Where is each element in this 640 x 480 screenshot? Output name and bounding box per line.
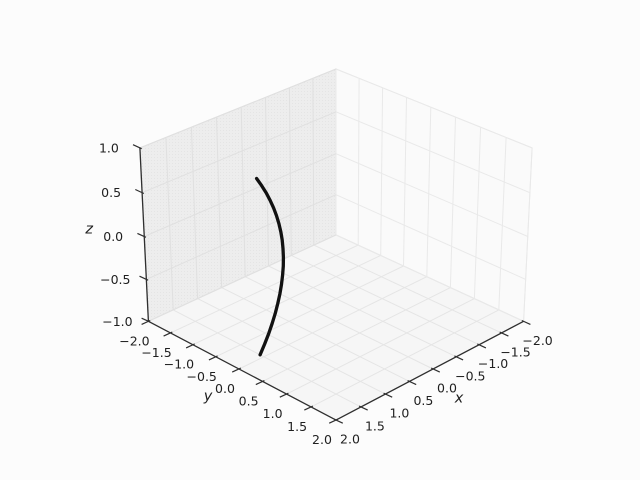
z-axis-tick-mark bbox=[141, 317, 151, 323]
grid-line-right-wall bbox=[335, 194, 526, 280]
x-axis-tick-mark bbox=[477, 343, 487, 349]
grid-line-floor bbox=[286, 298, 475, 395]
grid-line-right-wall bbox=[473, 127, 482, 299]
grid-line-floor bbox=[244, 276, 434, 370]
grid-line-left-wall bbox=[165, 137, 174, 310]
y-axis-tick-label: 0.5 bbox=[239, 393, 259, 408]
grid-line-floor bbox=[192, 254, 381, 346]
x-axis-tick-mark bbox=[521, 319, 531, 325]
y-axis-tick-label: 0.0 bbox=[215, 381, 235, 396]
y-axis-tick-label: 2.0 bbox=[312, 432, 332, 447]
grid-line-left-wall bbox=[240, 107, 246, 277]
grid-line-left-wall bbox=[148, 234, 337, 322]
grid-line-right-wall bbox=[335, 111, 531, 194]
grid-line-floor bbox=[262, 287, 451, 382]
grid-line-floor bbox=[238, 276, 428, 370]
grid-line-floor bbox=[172, 309, 362, 408]
x-axis-tick-mark bbox=[358, 405, 368, 411]
y-axis-label: y bbox=[203, 389, 213, 405]
z-axis-tick-label: −0.5 bbox=[100, 272, 130, 287]
grid-line-floor bbox=[291, 254, 480, 346]
grid-line-left-wall bbox=[144, 153, 337, 237]
x-axis-tick-mark bbox=[499, 331, 509, 337]
x-axis-tick-label: 1.5 bbox=[365, 418, 385, 433]
y-axis-tick-label: −1.0 bbox=[164, 357, 194, 372]
grid-line-right-wall bbox=[523, 147, 533, 322]
z-axis-tick-label: 1.0 bbox=[99, 140, 119, 155]
grid-line-right-wall bbox=[449, 116, 456, 288]
grid-line-floor bbox=[268, 265, 457, 358]
y-axis-tick-label: −1.5 bbox=[141, 345, 171, 360]
x-axis-tick-label: 0.5 bbox=[413, 393, 433, 408]
x-axis-tick-label: −1.0 bbox=[478, 356, 508, 371]
z-axis-tick-label: 0.5 bbox=[101, 185, 121, 200]
curve-line bbox=[254, 176, 286, 357]
y-axis-tick-mark bbox=[231, 367, 242, 373]
z-axis-tick-label: 0.0 bbox=[103, 229, 123, 244]
y-axis-tick-label: 1.0 bbox=[263, 406, 283, 421]
y-axis-tick-mark bbox=[255, 380, 265, 386]
x-axis-tick-label: −0.5 bbox=[455, 368, 485, 383]
grid-line-right-wall bbox=[426, 107, 432, 277]
grid-line-left-wall bbox=[216, 116, 223, 288]
grid-line-left-wall bbox=[146, 194, 337, 280]
z-axis-tick-mark bbox=[139, 275, 149, 281]
grid-line-floor bbox=[197, 298, 386, 395]
grid-line-right-wall bbox=[498, 137, 507, 310]
grid-line-floor bbox=[215, 265, 404, 358]
x-axis-tick-mark bbox=[430, 367, 441, 373]
z-axis-line bbox=[139, 147, 150, 322]
grid-line-left-wall bbox=[139, 68, 337, 149]
x-axis-tick-label: 1.0 bbox=[389, 406, 409, 421]
grid-line-right-wall bbox=[335, 153, 528, 237]
y-axis-tick-mark bbox=[185, 343, 195, 349]
grid-line-left-wall bbox=[288, 87, 292, 256]
x-axis-tick-mark bbox=[454, 355, 464, 361]
x-axis-tick-mark bbox=[407, 380, 417, 386]
x-axis-tick-label: −2.0 bbox=[522, 333, 552, 348]
grid-line-right-wall bbox=[335, 234, 524, 322]
y-axis-tick-label: −2.0 bbox=[119, 333, 149, 348]
x-axis-line bbox=[335, 320, 524, 421]
z-axis-tick-mark bbox=[137, 232, 147, 238]
z-axis-tick-mark bbox=[135, 188, 145, 195]
x-axis-tick-label: 2.0 bbox=[340, 432, 360, 447]
grid-line-floor bbox=[170, 244, 359, 334]
grid-line-floor bbox=[221, 287, 410, 382]
y-axis-tick-mark bbox=[304, 405, 314, 411]
grid-line-floor bbox=[313, 244, 502, 334]
x-axis-tick-mark bbox=[383, 392, 393, 398]
grid-line-left-wall bbox=[312, 78, 315, 246]
y-axis-tick-mark bbox=[279, 392, 289, 398]
grid-line-left-wall bbox=[265, 97, 269, 267]
grid-line-left-wall bbox=[190, 127, 199, 299]
z-axis-tick-label: −1.0 bbox=[102, 314, 132, 329]
grid-line-right-wall bbox=[357, 78, 360, 246]
x-axis-tick-label: −1.5 bbox=[500, 344, 530, 359]
y-axis-tick-label: −0.5 bbox=[187, 369, 217, 384]
y-axis-tick-mark bbox=[163, 331, 173, 337]
z-axis-label: z bbox=[84, 222, 93, 238]
grid-line-floor bbox=[310, 309, 500, 408]
z-axis-tick-mark bbox=[132, 144, 142, 150]
y-axis-line bbox=[148, 320, 337, 421]
grid-line-left-wall bbox=[141, 111, 337, 194]
x-axis-label: x bbox=[454, 391, 464, 407]
y-axis-tick-mark bbox=[208, 355, 218, 361]
y-axis-tick-mark bbox=[328, 418, 339, 424]
x-axis-tick-label: 0.0 bbox=[437, 381, 457, 396]
grid-line-right-wall bbox=[403, 97, 407, 267]
grid-line-right-wall bbox=[335, 68, 533, 149]
y-axis-tick-label: 1.5 bbox=[287, 419, 307, 434]
grid-line-right-wall bbox=[380, 87, 384, 256]
